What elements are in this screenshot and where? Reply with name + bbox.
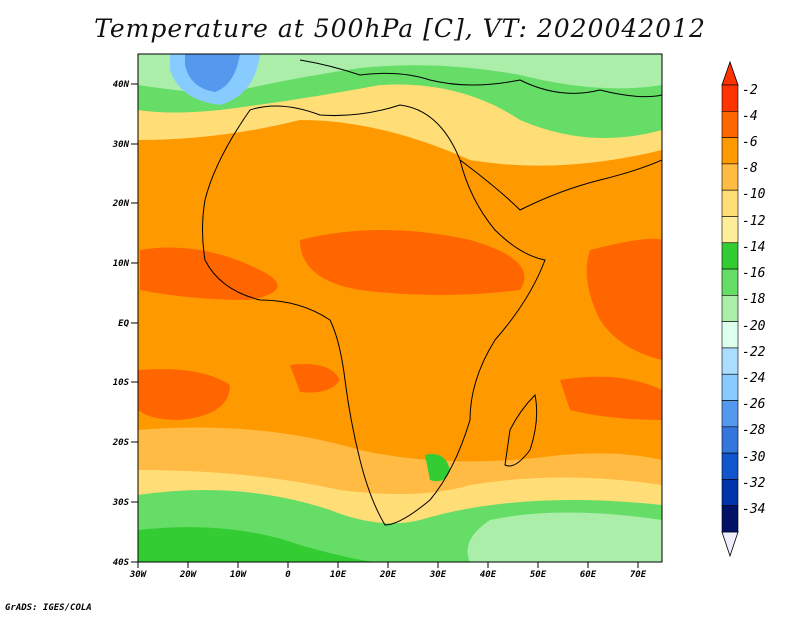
lat-label: 20S <box>112 438 130 448</box>
map-title: Temperature at 500hPa [C], VT: 202004201… <box>94 14 706 43</box>
field-warm-c <box>300 230 525 295</box>
lon-label: 70E <box>630 570 647 580</box>
colorbar-box <box>721 163 739 191</box>
mediterranean-coast <box>299 59 662 98</box>
colorbar-label: -4 <box>742 109 758 124</box>
colorbar-box <box>721 452 739 480</box>
lat-label: EQ <box>118 319 129 329</box>
colorbar-label: -6 <box>742 135 758 150</box>
lat-label: 40S <box>113 558 130 568</box>
colorbar-box <box>721 110 739 138</box>
lon-label: 40E <box>480 570 497 580</box>
colorbar-label: -16 <box>742 266 766 281</box>
colorbar-box <box>721 426 739 454</box>
colorbar-box <box>721 400 739 428</box>
lat-label: 20N <box>112 199 130 209</box>
colorbar-labels: -2 -4 -6 -8 -10 -12 -14 -16 -18 -20 -22 … <box>742 83 766 517</box>
colorbar-box <box>721 137 739 165</box>
colorbar-box <box>721 373 739 401</box>
temperature-field <box>138 54 662 562</box>
colorbar-label: -28 <box>742 423 766 438</box>
lon-label: 30E <box>429 570 447 580</box>
lon-label: 0 <box>285 570 291 580</box>
colorbar-label: -34 <box>742 502 765 517</box>
colorbar-box <box>721 479 739 507</box>
coastlines <box>202 59 662 526</box>
colorbar-label: -24 <box>742 371 765 386</box>
lon-label: 10E <box>330 570 347 580</box>
field-band-s5 <box>467 512 662 562</box>
colorbar-label: -22 <box>742 345 766 360</box>
field-green-spot <box>425 454 450 482</box>
colorbar-box <box>721 347 739 375</box>
lat-label: 30S <box>112 498 130 508</box>
lon-label: 50E <box>530 570 547 580</box>
lat-label: 10N <box>113 259 130 269</box>
colorbar-boxes <box>721 84 739 533</box>
lat-label: 30N <box>112 140 130 150</box>
field-warm-w <box>140 247 278 300</box>
colorbar-label: -32 <box>742 476 766 491</box>
lon-label: 20E <box>379 570 397 580</box>
colorbar-top-arrow <box>721 60 739 86</box>
field-band-s4 <box>138 527 380 562</box>
africa-outline <box>202 104 546 526</box>
lat-label: 40N <box>113 80 130 90</box>
lon-axis: 30W 20W 10W 0 10E 20E 30E 40E 50E 60E 70… <box>129 562 647 580</box>
colorbar-box <box>721 242 739 270</box>
field-warm-s <box>290 364 340 393</box>
colorbar-bottom-arrow <box>721 531 739 558</box>
colorbar-label: -30 <box>742 450 766 465</box>
field-band-n3 <box>138 54 662 95</box>
field-warm-e <box>586 238 662 360</box>
lon-label: 30W <box>129 570 148 580</box>
colorbar-label: -10 <box>742 187 766 202</box>
colorbar-box <box>721 321 739 349</box>
field-warm-sw <box>138 369 230 420</box>
field-warm-se <box>560 376 662 420</box>
lon-label: 10W <box>230 570 248 580</box>
colorbar-label: -26 <box>742 397 766 412</box>
map-frame <box>137 53 663 563</box>
field-cold-core <box>185 54 240 92</box>
lon-label: 20W <box>179 570 198 580</box>
colorbar-box <box>721 189 739 217</box>
colorbar-label: -14 <box>742 240 765 255</box>
colorbar-label: -12 <box>742 214 766 229</box>
colorbar-box <box>721 84 739 112</box>
grads-credit: GrADS: IGES/COLA <box>5 603 92 613</box>
lat-label: 10S <box>113 378 130 388</box>
colorbar-box <box>721 216 739 244</box>
lat-axis: 40N 30N 20N 10N EQ 10S 20S 30S 40S <box>112 80 138 568</box>
colorbar-label: -18 <box>742 292 766 307</box>
colorbar-label: -2 <box>742 83 758 98</box>
colorbar-box <box>721 268 739 296</box>
colorbar-box <box>721 295 739 322</box>
colorbar-label: -8 <box>742 161 758 176</box>
arabia-coast <box>459 159 662 211</box>
colorbar-label: -20 <box>742 319 766 334</box>
colorbar: -2 -4 -6 -8 -10 -12 -14 -16 -18 -20 -22 … <box>721 60 766 558</box>
madagascar-outline <box>504 393 538 467</box>
colorbar-box <box>721 505 739 533</box>
lon-label: 60E <box>580 570 597 580</box>
